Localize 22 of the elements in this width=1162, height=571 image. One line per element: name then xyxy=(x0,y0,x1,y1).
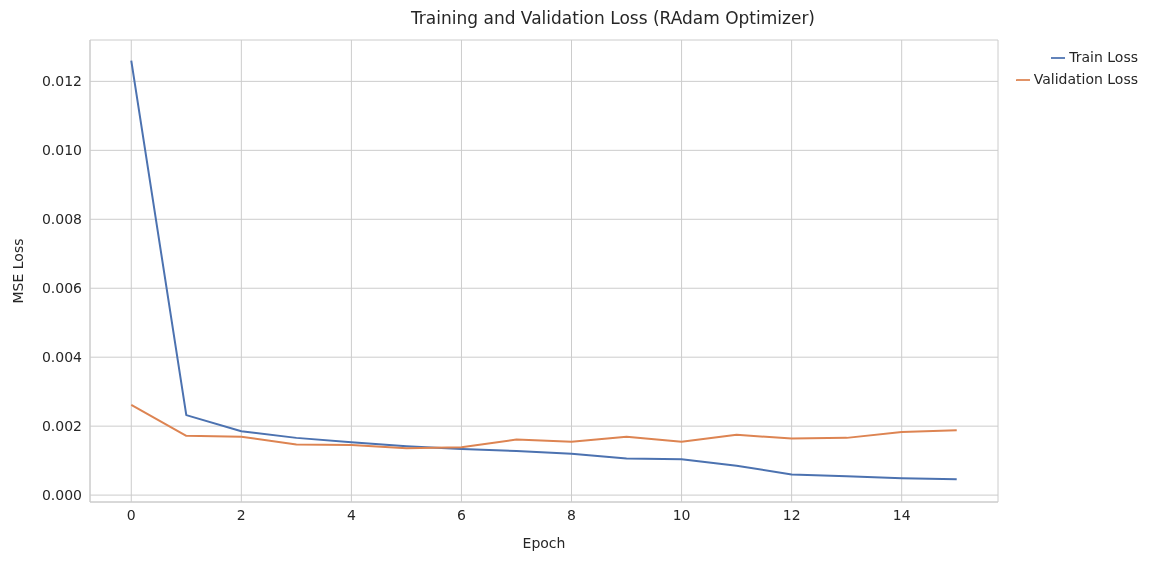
y-tick-label: 0.006 xyxy=(41,280,83,297)
x-tick-label: 10 xyxy=(672,506,691,523)
y-tick-label: 0.004 xyxy=(41,349,83,366)
x-tick-label: 8 xyxy=(567,506,576,523)
line-series xyxy=(130,59,958,481)
x-axis-title: Epoch xyxy=(522,535,566,551)
x-tick-label: 14 xyxy=(892,506,911,523)
y-tick-label: 0.000 xyxy=(41,487,82,504)
y-tick-label: 0.002 xyxy=(41,418,82,435)
y-axis-title: MSE Loss xyxy=(9,238,26,304)
y-tick-label: 0.012 xyxy=(41,73,82,90)
legend-label: Train Loss xyxy=(1069,49,1138,65)
x-tick-label: 0 xyxy=(126,506,136,523)
x-tick-label: 12 xyxy=(782,506,801,523)
x-tick-label: 2 xyxy=(236,506,246,523)
y-tick-label: 0.008 xyxy=(41,211,82,228)
x-tick-label: 4 xyxy=(346,506,356,523)
chart-title: Training and Validation Loss (RAdam Optimizer) xyxy=(410,8,816,30)
y-tick-label: 0.010 xyxy=(41,142,82,159)
x-tick-label: 6 xyxy=(456,506,466,523)
line-series xyxy=(130,403,958,450)
legend-label: Validation Loss xyxy=(1033,71,1138,87)
